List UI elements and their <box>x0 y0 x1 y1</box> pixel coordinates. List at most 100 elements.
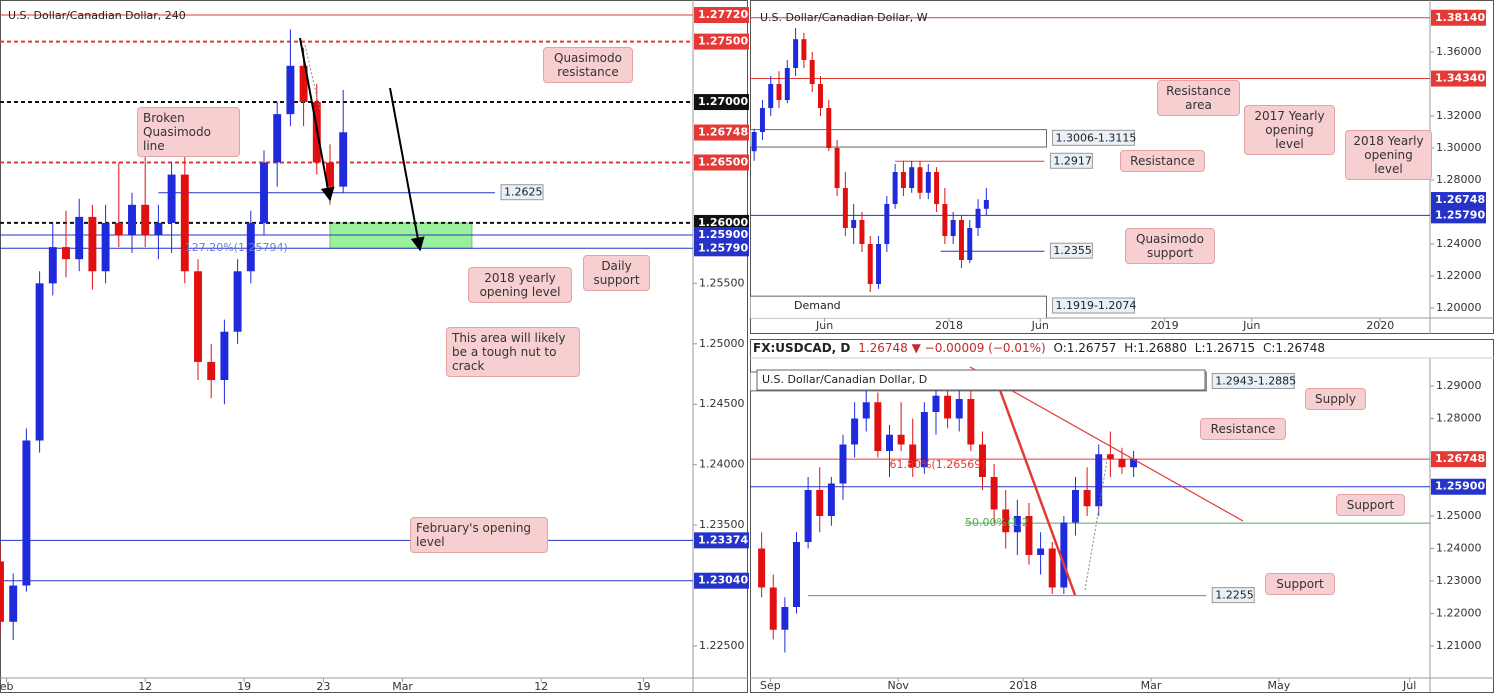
segment-label: 1.2917 <box>1053 154 1092 167</box>
price-label: 1.23374 <box>698 533 748 546</box>
candle-body <box>917 167 923 193</box>
trend-line <box>969 366 1244 522</box>
price-change: 1.26748 ▼ −0.00009 (−0.01%) <box>858 341 1046 355</box>
segment-label-box <box>1049 242 1093 259</box>
zone <box>750 129 1047 148</box>
y-tick-label: 1.23000 <box>1436 574 1482 587</box>
candle-body <box>900 172 906 188</box>
candle-body <box>75 216 84 260</box>
candle-body <box>1095 454 1103 507</box>
y-tick-label: 1.30000 <box>1436 141 1482 154</box>
x-tick-label: 19 <box>637 680 651 693</box>
y-tick-label: 1.29000 <box>1436 379 1482 392</box>
price-label-box <box>694 240 749 257</box>
candle-body <box>1130 459 1138 468</box>
candle-body <box>804 489 812 542</box>
price-label-box <box>1431 192 1486 209</box>
candle-body <box>207 361 216 381</box>
price-label: 1.26748 <box>698 126 748 139</box>
price-label-box <box>694 33 749 50</box>
candle-body <box>978 444 986 477</box>
price-label: 1.26748 <box>1435 193 1485 206</box>
candle-body <box>1025 515 1033 555</box>
candle-body <box>886 434 893 451</box>
zone-label-box <box>1051 297 1135 314</box>
price-label: 1.23040 <box>698 574 748 587</box>
candle-body <box>809 60 815 84</box>
price-label: 1.26748 <box>1435 452 1485 465</box>
zone <box>750 295 1047 318</box>
x-tick-label: 2018 <box>1009 679 1037 692</box>
x-tick-label: Jul <box>1402 679 1416 692</box>
close: C:1.26748 <box>1262 341 1326 355</box>
candle-body <box>932 395 940 412</box>
candle-body <box>839 444 847 484</box>
candle-body <box>842 188 848 228</box>
candle-body <box>62 247 70 260</box>
plot-area <box>0 14 693 640</box>
price-label-box <box>694 532 749 549</box>
callout: Broken Quasimodo line <box>137 107 240 157</box>
trend-line <box>998 389 1077 596</box>
callout: Resistance area <box>1157 80 1240 116</box>
segment-label: 1.2355 <box>1053 244 1092 257</box>
y-tick-label: 1.36000 <box>1436 45 1482 58</box>
zone-label-box <box>1051 129 1135 146</box>
candle-body <box>22 440 31 586</box>
y-tick-label: 1.32000 <box>1436 109 1482 122</box>
arrow <box>389 87 425 252</box>
segment-label-box <box>1211 587 1255 604</box>
candle-body <box>299 65 308 103</box>
callout: Supply <box>1305 388 1366 410</box>
x-tick-label: May <box>1268 679 1291 692</box>
quote-header: FX:USDCAD, D 1.26748 ▼ −0.00009 (−0.01%)… <box>753 341 1329 355</box>
x-tick-label: 12 <box>534 680 548 693</box>
price-label: 1.38140 <box>1435 11 1485 24</box>
segment-label-box <box>500 184 544 201</box>
callout: Resistance <box>1120 150 1205 172</box>
candle-body <box>260 162 268 223</box>
callout: February's opening level <box>410 517 548 553</box>
candle-body <box>816 489 824 516</box>
price-label: 1.27720 <box>698 8 748 21</box>
callout: 2018 Yearly opening level <box>1345 130 1432 180</box>
price-label-box <box>1431 9 1486 26</box>
x-tick-label: 19 <box>237 680 251 693</box>
y-tick-label: 1.20000 <box>1436 301 1482 314</box>
candle-body <box>892 172 898 204</box>
candle-body <box>944 395 952 419</box>
price-label-box <box>694 227 749 244</box>
x-tick-label: Mar <box>1141 679 1162 692</box>
x-tick-label: 2019 <box>1151 319 1179 332</box>
candle-body <box>339 132 348 187</box>
y-tick-label: 1.23500 <box>699 518 745 531</box>
price-label: 1.25790 <box>698 241 748 254</box>
y-tick-label: 1.21000 <box>1436 639 1482 652</box>
y-tick-label: 1.24000 <box>1436 237 1482 250</box>
callout: 2018 yearly opening level <box>468 267 572 303</box>
price-label-box <box>694 154 749 171</box>
callout: 2017 Yearly opening level <box>1244 105 1335 155</box>
candle-body <box>246 222 255 272</box>
price-label: 1.26000 <box>698 216 748 229</box>
price-label: 1.25900 <box>698 228 748 241</box>
candle-body <box>768 84 774 108</box>
candle-body <box>114 222 123 236</box>
candle-body <box>9 585 18 622</box>
x-tick-label: Jun <box>815 319 833 332</box>
candle-body <box>220 331 229 381</box>
candle-body <box>967 228 973 260</box>
candle-body <box>776 84 782 100</box>
candle-body <box>793 39 799 68</box>
open: O:1.26757 <box>1053 341 1117 355</box>
candle-body <box>874 402 882 451</box>
candle-body <box>859 220 865 244</box>
candle-body <box>909 167 915 188</box>
candle-body <box>955 398 963 419</box>
panel-frame <box>750 339 1494 693</box>
arrow <box>299 37 335 202</box>
y-tick-label: 1.24500 <box>699 397 745 410</box>
candle-body <box>1048 548 1056 588</box>
